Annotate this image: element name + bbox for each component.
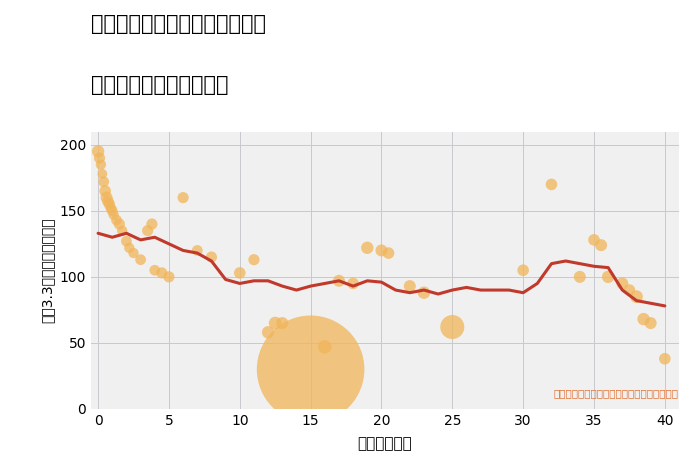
Point <box>146 220 158 228</box>
Point <box>94 154 105 162</box>
Point <box>624 286 635 294</box>
Point <box>101 194 112 201</box>
Point <box>111 216 122 224</box>
Y-axis label: 坪（3.3㎡）単価（万円）: 坪（3.3㎡）単価（万円） <box>40 218 54 323</box>
X-axis label: 築年数（年）: 築年数（年） <box>358 436 412 451</box>
Point <box>617 280 628 287</box>
Point <box>142 227 153 235</box>
Text: 円の大きさは、取引のあった物件面積を示す: 円の大きさは、取引のあった物件面積を示す <box>554 388 679 398</box>
Point <box>163 273 174 281</box>
Point <box>99 187 111 195</box>
Point <box>362 244 373 251</box>
Point <box>95 161 106 168</box>
Point <box>104 201 115 208</box>
Point <box>603 273 614 281</box>
Point <box>447 323 458 331</box>
Point <box>192 247 203 254</box>
Point <box>113 220 125 228</box>
Point <box>319 343 330 351</box>
Point <box>108 211 119 219</box>
Point <box>376 247 387 254</box>
Text: 築年数別中古戸建て価格: 築年数別中古戸建て価格 <box>91 75 228 95</box>
Point <box>128 249 139 257</box>
Point <box>206 253 217 261</box>
Point <box>638 315 649 323</box>
Point <box>383 249 394 257</box>
Point <box>659 355 671 362</box>
Point <box>546 180 557 188</box>
Point <box>121 237 132 245</box>
Point <box>178 194 189 201</box>
Point <box>347 280 358 287</box>
Text: 神奈川県横浜市旭区南本宿町の: 神奈川県横浜市旭区南本宿町の <box>91 14 266 34</box>
Point <box>517 266 528 274</box>
Point <box>276 319 288 327</box>
Point <box>149 266 160 274</box>
Point <box>631 293 642 300</box>
Point <box>333 277 344 284</box>
Point <box>596 242 607 249</box>
Point <box>262 329 274 336</box>
Point <box>248 256 260 264</box>
Point <box>105 204 116 212</box>
Point <box>589 236 600 243</box>
Point <box>106 207 118 215</box>
Point <box>645 319 657 327</box>
Point <box>574 273 585 281</box>
Point <box>92 148 104 155</box>
Point <box>124 244 135 251</box>
Point <box>135 256 146 264</box>
Point <box>97 170 108 178</box>
Point <box>404 282 415 290</box>
Point <box>270 319 281 327</box>
Point <box>102 198 113 205</box>
Point <box>305 366 316 373</box>
Point <box>234 269 246 277</box>
Point <box>419 289 430 297</box>
Point <box>98 178 109 186</box>
Point <box>156 269 167 277</box>
Point <box>117 227 128 235</box>
